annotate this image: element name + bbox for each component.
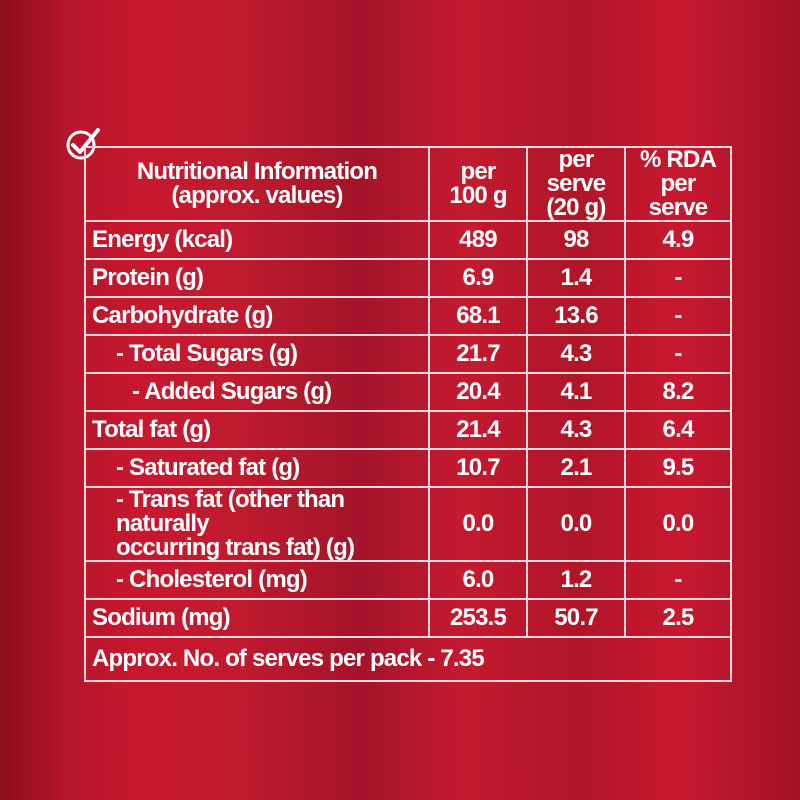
row-rda: 4.9 xyxy=(624,220,732,260)
row-label: Total fat (g) xyxy=(84,410,430,450)
row-label: Carbohydrate (g) xyxy=(84,296,430,336)
row-label: - Total Sugars (g) xyxy=(84,334,430,374)
row-serve: 1.2 xyxy=(526,560,626,600)
row-serve: 98 xyxy=(526,220,626,260)
header-rda: % RDA per serve xyxy=(624,146,732,222)
footer-row: Approx. No. of serves per pack - 7.35 xyxy=(84,636,732,682)
row-rda: 9.5 xyxy=(624,448,732,488)
serves-per-pack: Approx. No. of serves per pack - 7.35 xyxy=(84,636,732,682)
table-row: Protein (g) 6.9 1.4 - xyxy=(84,258,732,298)
row-per100: 20.4 xyxy=(428,372,528,412)
row-label: Energy (kcal) xyxy=(84,220,430,260)
row-rda: - xyxy=(624,560,732,600)
checkmark-badge-icon xyxy=(66,128,100,160)
row-per100: 489 xyxy=(428,220,528,260)
table-row: Sodium (mg) 253.5 50.7 2.5 xyxy=(84,598,732,638)
table-row: - Total Sugars (g) 21.7 4.3 - xyxy=(84,334,732,374)
row-label-line1: - Trans fat (other than naturally xyxy=(116,486,345,537)
row-rda: 6.4 xyxy=(624,410,732,450)
row-label: Sodium (mg) xyxy=(84,598,430,638)
table-row: - Trans fat (other than naturally occurr… xyxy=(84,486,732,562)
row-per100: 0.0 xyxy=(428,486,528,562)
table-row: Total fat (g) 21.4 4.3 6.4 xyxy=(84,410,732,450)
row-per100: 21.7 xyxy=(428,334,528,374)
row-label: - Added Sugars (g) xyxy=(84,372,430,412)
row-label: Protein (g) xyxy=(84,258,430,298)
row-per100: 6.9 xyxy=(428,258,528,298)
header-per-serve-line2: (20 g) xyxy=(546,194,606,221)
row-rda: - xyxy=(624,334,732,374)
row-serve: 4.3 xyxy=(526,410,626,450)
row-serve: 1.4 xyxy=(526,258,626,298)
row-per100: 253.5 xyxy=(428,598,528,638)
table-row: - Cholesterol (mg) 6.0 1.2 - xyxy=(84,560,732,600)
row-per100: 21.4 xyxy=(428,410,528,450)
row-rda: 8.2 xyxy=(624,372,732,412)
row-per100: 6.0 xyxy=(428,560,528,600)
table-row: - Saturated fat (g) 10.7 2.1 9.5 xyxy=(84,448,732,488)
header-per-serve-line1: per serve xyxy=(546,146,607,197)
row-per100: 10.7 xyxy=(428,448,528,488)
row-label: - Saturated fat (g) xyxy=(84,448,430,488)
row-serve: 2.1 xyxy=(526,448,626,488)
header-per-100g: per 100 g xyxy=(428,146,528,222)
header-title-line2: (approx. values) xyxy=(171,182,343,209)
header-per-serve: per serve (20 g) xyxy=(526,146,626,222)
row-label: - Trans fat (other than naturally occurr… xyxy=(84,486,430,562)
header-rda-line2: per serve xyxy=(648,170,709,221)
table-row: Energy (kcal) 489 98 4.9 xyxy=(84,220,732,260)
row-serve: 13.6 xyxy=(526,296,626,336)
row-label-line2: occurring trans fat) (g) xyxy=(116,534,355,561)
table-row: - Added Sugars (g) 20.4 4.1 8.2 xyxy=(84,372,732,412)
table-header-row: Nutritional Information (approx. values)… xyxy=(84,146,732,222)
row-serve: 4.1 xyxy=(526,372,626,412)
row-per100: 68.1 xyxy=(428,296,528,336)
header-per-100g-line1: per xyxy=(460,158,497,185)
row-rda: - xyxy=(624,258,732,298)
row-serve: 4.3 xyxy=(526,334,626,374)
row-rda: 2.5 xyxy=(624,598,732,638)
row-serve: 50.7 xyxy=(526,598,626,638)
nutrition-table: Nutritional Information (approx. values)… xyxy=(84,146,732,682)
header-rda-line1: % RDA xyxy=(639,146,717,173)
row-rda: 0.0 xyxy=(624,486,732,562)
table-row: Carbohydrate (g) 68.1 13.6 - xyxy=(84,296,732,336)
row-label: - Cholesterol (mg) xyxy=(84,560,430,600)
header-per-100g-line2: 100 g xyxy=(449,182,507,209)
row-serve: 0.0 xyxy=(526,486,626,562)
row-rda: - xyxy=(624,296,732,336)
header-title: Nutritional Information (approx. values) xyxy=(84,146,430,222)
header-title-line1: Nutritional Information xyxy=(136,158,378,185)
